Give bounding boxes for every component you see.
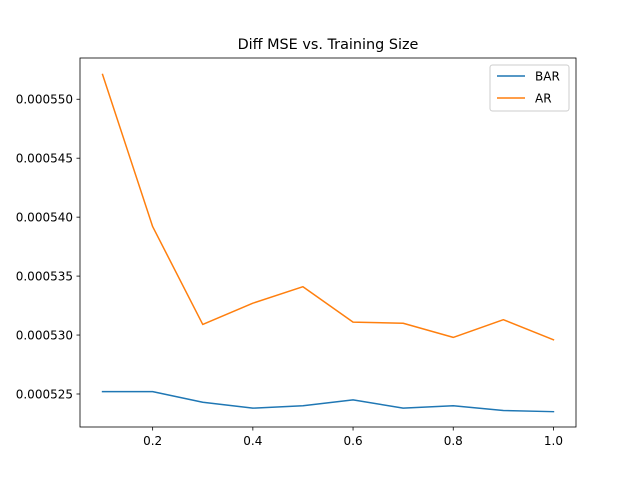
y-tick-label: 0.000530 xyxy=(16,328,73,342)
plot-area-frame xyxy=(79,57,577,428)
legend: BAR AR xyxy=(489,64,570,112)
x-tick-label: 1.0 xyxy=(544,434,563,448)
y-tick-label: 0.000535 xyxy=(16,269,73,283)
legend-label-ar: AR xyxy=(535,91,552,105)
x-tick-label: 0.6 xyxy=(344,434,363,448)
series-line-bar xyxy=(101,390,555,413)
x-tick-label: 0.2 xyxy=(143,434,162,448)
chart-title: Diff MSE vs. Training Size xyxy=(238,37,419,53)
x-axis: 0.2 0.4 0.6 0.8 1.0 xyxy=(143,427,563,448)
y-tick-label: 0.000550 xyxy=(16,93,73,107)
x-tick-label: 0.4 xyxy=(243,434,262,448)
y-tick-label: 0.000545 xyxy=(16,152,73,166)
series-line-ar xyxy=(101,73,555,341)
x-tick-label: 0.8 xyxy=(444,434,463,448)
legend-label-bar: BAR xyxy=(535,69,560,83)
y-tick-label: 0.000540 xyxy=(16,210,73,224)
y-tick-label: 0.000525 xyxy=(16,387,73,401)
y-axis: 0.000525 0.000530 0.000535 0.000540 0.000545… xyxy=(16,93,80,401)
series-lines xyxy=(101,73,555,413)
